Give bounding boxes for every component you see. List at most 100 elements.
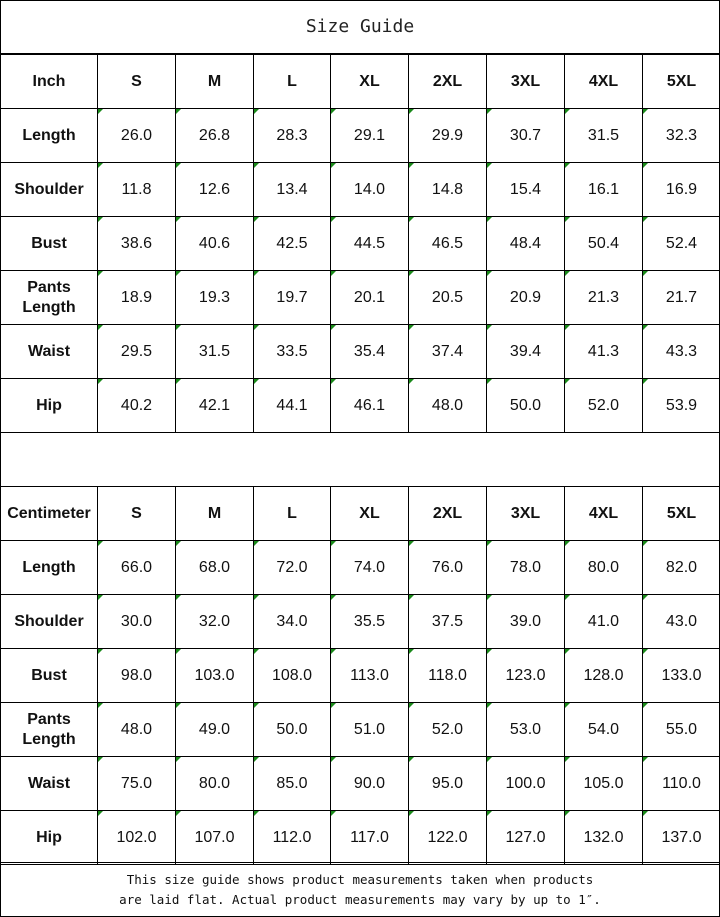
size-header: L bbox=[253, 54, 331, 109]
measurement-cell: 78.0 bbox=[486, 540, 565, 595]
measurement-cell: 49.0 bbox=[175, 702, 254, 757]
measurement-cell: 108.0 bbox=[253, 648, 331, 703]
measurement-cell: 90.0 bbox=[330, 756, 409, 811]
measurement-cell: 40.2 bbox=[97, 378, 176, 433]
measurement-cell: 46.1 bbox=[330, 378, 409, 433]
measurement-cell: 76.0 bbox=[408, 540, 487, 595]
measurement-cell: 110.0 bbox=[642, 756, 720, 811]
header-row: Inch S M L XL 2XL 3XL 4XL 5XL bbox=[0, 54, 720, 109]
size-header: XL bbox=[330, 486, 409, 541]
measurement-cell: 20.5 bbox=[408, 270, 487, 325]
measurement-cell: 102.0 bbox=[97, 810, 176, 865]
measurement-cell: 52.0 bbox=[564, 378, 643, 433]
measurement-cell: 137.0 bbox=[642, 810, 720, 865]
measurement-cell: 95.0 bbox=[408, 756, 487, 811]
page-title: Size Guide bbox=[0, 0, 720, 54]
measurement-cell: 48.0 bbox=[97, 702, 176, 757]
table-row: Waist 29.5 31.5 33.5 35.4 37.4 39.4 41.3 43.3 bbox=[0, 324, 720, 379]
measurement-cell: 40.6 bbox=[175, 216, 254, 271]
measurement-label: Hip bbox=[0, 810, 98, 865]
measurement-cell: 122.0 bbox=[408, 810, 487, 865]
measurement-cell: 74.0 bbox=[330, 540, 409, 595]
table-row: Bust 38.6 40.6 42.5 44.5 46.5 48.4 50.4 52.4 bbox=[0, 216, 720, 271]
centimeter-table: Centimeter S M L XL 2XL 3XL 4XL 5XL Length 66.0 68.… bbox=[0, 486, 720, 865]
measurement-note: This size guide shows product measuremen… bbox=[0, 862, 720, 917]
measurement-label: Waist bbox=[0, 324, 98, 379]
measurement-cell: 29.9 bbox=[408, 108, 487, 163]
measurement-cell: 117.0 bbox=[330, 810, 409, 865]
measurement-cell: 118.0 bbox=[408, 648, 487, 703]
measurement-cell: 100.0 bbox=[486, 756, 565, 811]
measurement-cell: 19.3 bbox=[175, 270, 254, 325]
measurement-cell: 48.4 bbox=[486, 216, 565, 271]
measurement-cell: 37.5 bbox=[408, 594, 487, 649]
measurement-label: Bust bbox=[0, 648, 98, 703]
measurement-label: Pants Length bbox=[0, 702, 98, 757]
measurement-label: Bust bbox=[0, 216, 98, 271]
measurement-cell: 80.0 bbox=[564, 540, 643, 595]
measurement-cell: 103.0 bbox=[175, 648, 254, 703]
measurement-cell: 11.8 bbox=[97, 162, 176, 217]
measurement-cell: 53.0 bbox=[486, 702, 565, 757]
measurement-label: Length bbox=[0, 540, 98, 595]
measurement-cell: 112.0 bbox=[253, 810, 331, 865]
measurement-cell: 38.6 bbox=[97, 216, 176, 271]
measurement-cell: 26.0 bbox=[97, 108, 176, 163]
measurement-cell: 39.4 bbox=[486, 324, 565, 379]
measurement-cell: 33.5 bbox=[253, 324, 331, 379]
measurement-label: Pants Length bbox=[0, 270, 98, 325]
measurement-cell: 30.0 bbox=[97, 594, 176, 649]
measurement-cell: 113.0 bbox=[330, 648, 409, 703]
table-spacer bbox=[0, 432, 720, 486]
measurement-cell: 12.6 bbox=[175, 162, 254, 217]
measurement-cell: 50.4 bbox=[564, 216, 643, 271]
size-header: 4XL bbox=[564, 54, 643, 109]
size-header: M bbox=[175, 54, 254, 109]
measurement-label: Waist bbox=[0, 756, 98, 811]
size-header: S bbox=[97, 486, 176, 541]
measurement-cell: 132.0 bbox=[564, 810, 643, 865]
measurement-cell: 32.0 bbox=[175, 594, 254, 649]
measurement-cell: 30.7 bbox=[486, 108, 565, 163]
measurement-label: Shoulder bbox=[0, 162, 98, 217]
measurement-cell: 21.3 bbox=[564, 270, 643, 325]
measurement-cell: 37.4 bbox=[408, 324, 487, 379]
measurement-cell: 39.0 bbox=[486, 594, 565, 649]
measurement-cell: 68.0 bbox=[175, 540, 254, 595]
measurement-cell: 51.0 bbox=[330, 702, 409, 757]
measurement-cell: 29.5 bbox=[97, 324, 176, 379]
size-header: S bbox=[97, 54, 176, 109]
unit-header: Centimeter bbox=[0, 486, 98, 541]
measurement-cell: 44.5 bbox=[330, 216, 409, 271]
measurement-cell: 98.0 bbox=[97, 648, 176, 703]
measurement-cell: 128.0 bbox=[564, 648, 643, 703]
measurement-cell: 107.0 bbox=[175, 810, 254, 865]
measurement-cell: 133.0 bbox=[642, 648, 720, 703]
table-row: Hip 40.2 42.1 44.1 46.1 48.0 50.0 52.0 53.9 bbox=[0, 378, 720, 433]
measurement-cell: 54.0 bbox=[564, 702, 643, 757]
measurement-label: Hip bbox=[0, 378, 98, 433]
size-header: XL bbox=[330, 54, 409, 109]
table-row: Bust 98.0 103.0 108.0 113.0 118.0 123.0 128.0 13… bbox=[0, 648, 720, 703]
measurement-cell: 55.0 bbox=[642, 702, 720, 757]
measurement-cell: 48.0 bbox=[408, 378, 487, 433]
table-row: Length 26.0 26.8 28.3 29.1 29.9 30.7 31.5 32.3 bbox=[0, 108, 720, 163]
measurement-cell: 50.0 bbox=[486, 378, 565, 433]
measurement-cell: 42.1 bbox=[175, 378, 254, 433]
size-header: 2XL bbox=[408, 486, 487, 541]
measurement-cell: 44.1 bbox=[253, 378, 331, 433]
measurement-cell: 13.4 bbox=[253, 162, 331, 217]
size-header: 4XL bbox=[564, 486, 643, 541]
measurement-cell: 43.0 bbox=[642, 594, 720, 649]
measurement-cell: 41.0 bbox=[564, 594, 643, 649]
measurement-cell: 16.9 bbox=[642, 162, 720, 217]
measurement-cell: 43.3 bbox=[642, 324, 720, 379]
measurement-cell: 34.0 bbox=[253, 594, 331, 649]
size-header: 3XL bbox=[486, 486, 565, 541]
measurement-cell: 32.3 bbox=[642, 108, 720, 163]
measurement-cell: 123.0 bbox=[486, 648, 565, 703]
measurement-cell: 14.8 bbox=[408, 162, 487, 217]
table-row: Pants Length 18.9 19.3 19.7 20.1 20.5 20.9 21.3… bbox=[0, 270, 720, 325]
note-line-2: are laid flat. Actual product measuremen… bbox=[119, 892, 601, 907]
measurement-cell: 52.4 bbox=[642, 216, 720, 271]
